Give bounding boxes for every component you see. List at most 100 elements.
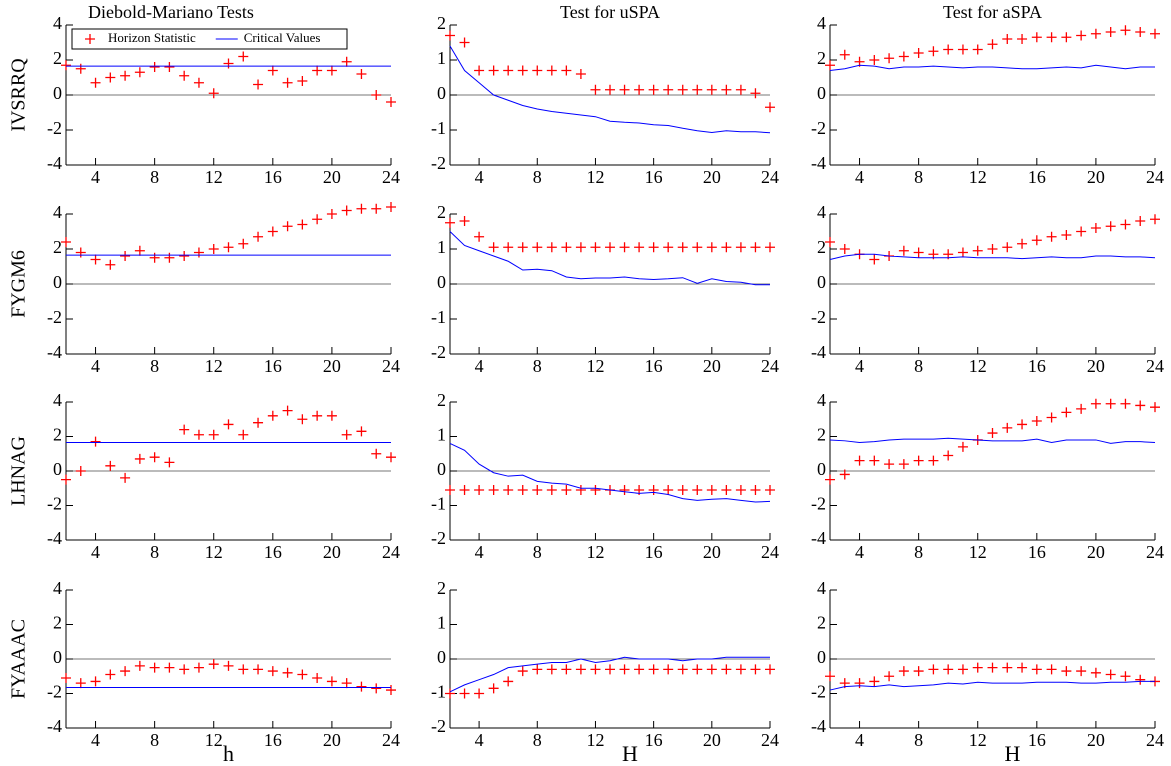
horizon-marker (677, 242, 688, 253)
horizon-marker (445, 217, 455, 228)
horizon-marker (371, 448, 382, 459)
y-tick-label: 4 (53, 390, 62, 410)
horizon-marker (1002, 422, 1013, 433)
horizon-marker (238, 51, 249, 62)
horizon-marker (120, 251, 131, 261)
horizon-marker (957, 44, 968, 55)
y-tick-label: 2 (53, 613, 62, 633)
y-tick-label: 4 (817, 13, 826, 33)
horizon-marker (223, 660, 234, 671)
x-axis-label: h (223, 741, 234, 766)
horizon-marker (839, 469, 850, 480)
x-tick-label: 16 (645, 356, 663, 376)
y-tick-label: -2 (431, 528, 446, 548)
y-tick-label: 0 (53, 647, 62, 667)
horizon-marker (706, 664, 717, 675)
x-tick-label: 12 (205, 542, 223, 562)
horizon-marker (503, 242, 514, 253)
horizon-marker (1031, 664, 1042, 675)
horizon-marker (575, 664, 586, 675)
y-tick-label: -2 (47, 494, 62, 514)
horizon-marker (1120, 25, 1131, 36)
horizon-marker (517, 65, 528, 76)
x-tick-label: 8 (533, 167, 542, 187)
horizon-marker (943, 44, 954, 55)
horizon-marker (445, 688, 455, 699)
y-tick-label: 2 (817, 237, 826, 257)
horizon-marker (386, 452, 396, 463)
horizon-marker (253, 417, 264, 428)
legend-label: Critical Values (244, 30, 321, 45)
panel-title: Diebold-Mariano Tests (88, 2, 254, 22)
horizon-marker (488, 242, 499, 253)
horizon-marker (634, 242, 645, 253)
horizon-marker (692, 484, 703, 495)
horizon-marker (561, 664, 572, 675)
horizon-marker (120, 472, 131, 483)
horizon-marker (503, 676, 514, 687)
y-tick-label: 2 (817, 425, 826, 445)
x-tick-label: 12 (586, 730, 604, 750)
horizon-marker (503, 65, 514, 76)
horizon-marker (149, 662, 160, 673)
horizon-marker (208, 88, 219, 99)
horizon-marker (253, 79, 264, 90)
horizon-marker (164, 62, 175, 72)
x-tick-label: 4 (475, 167, 484, 187)
horizon-marker (869, 676, 880, 687)
horizon-marker (943, 664, 954, 675)
y-tick-label: 4 (53, 202, 62, 222)
horizon-marker (546, 664, 557, 675)
horizon-marker (164, 457, 175, 468)
horizon-marker (648, 84, 659, 95)
horizon-marker (488, 683, 499, 694)
horizon-marker (546, 65, 557, 76)
horizon-marker (120, 666, 131, 677)
x-tick-label: 12 (205, 356, 223, 376)
horizon-marker (193, 247, 204, 258)
horizon-marker (238, 429, 249, 440)
horizon-marker (297, 669, 308, 680)
horizon-marker (386, 685, 396, 696)
horizon-marker (75, 247, 86, 258)
horizon-marker (282, 667, 293, 678)
horizon-marker (706, 242, 717, 253)
horizon-marker (1002, 662, 1013, 673)
horizon-marker (282, 77, 293, 88)
horizon-marker (987, 662, 998, 673)
x-tick-label: 12 (969, 167, 987, 187)
horizon-marker (898, 51, 909, 62)
horizon-marker (208, 429, 219, 440)
x-tick-label: 16 (645, 167, 663, 187)
horizon-marker (721, 664, 732, 675)
x-tick-label: 4 (475, 542, 484, 562)
x-tick-label: 8 (533, 356, 542, 376)
horizon-marker (223, 58, 234, 69)
x-tick-label: 24 (761, 730, 779, 750)
horizon-marker (1120, 671, 1131, 682)
horizon-marker (765, 484, 775, 495)
x-tick-label: 16 (1028, 356, 1046, 376)
horizon-marker (972, 44, 983, 55)
horizon-marker (972, 662, 983, 673)
horizon-marker (987, 244, 998, 254)
x-tick-label: 16 (645, 730, 663, 750)
horizon-marker (282, 221, 293, 232)
horizon-marker (561, 484, 572, 495)
x-tick-label: 8 (914, 542, 923, 562)
y-tick-label: -2 (811, 118, 826, 138)
horizon-marker (957, 247, 968, 258)
x-tick-label: 20 (323, 730, 341, 750)
y-tick-label: 0 (437, 272, 446, 292)
horizon-marker (326, 410, 337, 421)
x-tick-label: 20 (1087, 542, 1105, 562)
horizon-marker (561, 242, 572, 253)
horizon-marker (474, 231, 485, 242)
x-tick-label: 8 (533, 542, 542, 562)
y-tick-label: -4 (811, 716, 826, 736)
y-tick-label: 4 (53, 13, 62, 33)
horizon-marker (61, 60, 71, 71)
horizon-marker (341, 429, 352, 440)
